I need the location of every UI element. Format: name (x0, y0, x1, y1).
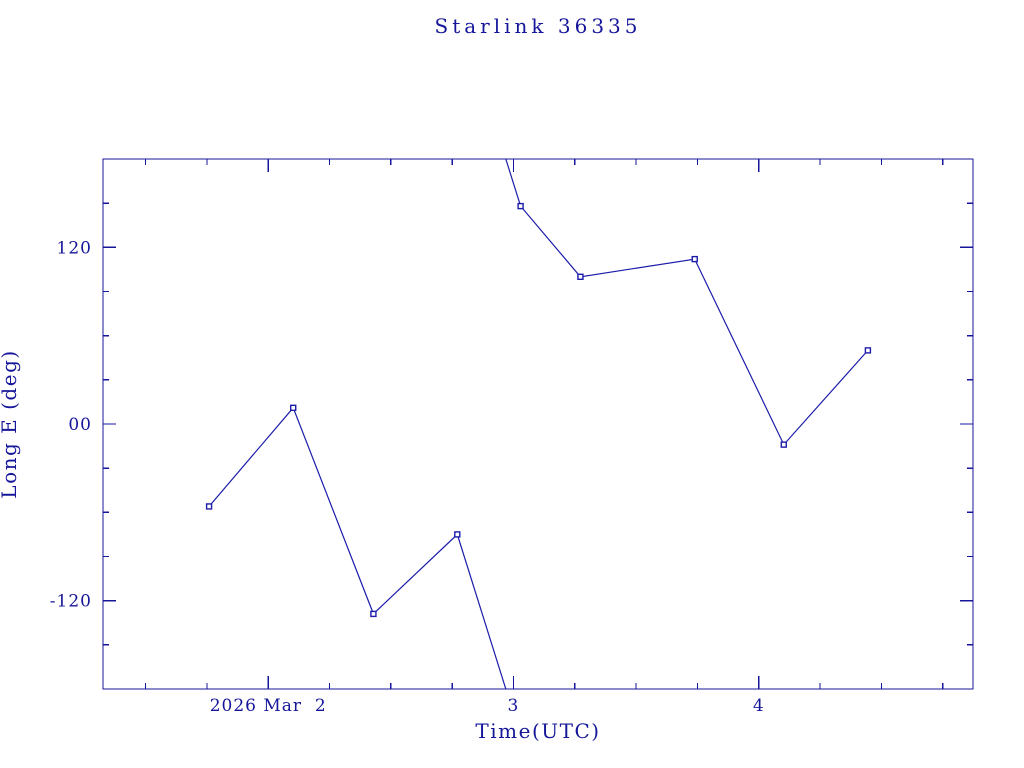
x-tick-label: 2026 Mar 2 (210, 696, 327, 716)
longitude-line-segment (208, 406, 507, 689)
data-point-marker (205, 503, 213, 510)
data-point-marker (454, 531, 461, 538)
data-point-marker (577, 273, 584, 280)
x-tick-label: 3 (508, 696, 520, 716)
data-point-marker (517, 202, 524, 210)
y-tick-label: -120 (50, 592, 92, 612)
data-point-marker (370, 610, 377, 618)
data-point-marker (864, 347, 872, 354)
x-axis-label: Time(UTC) (475, 719, 600, 743)
tick-labels: 2026 Mar 2 3 4 120 00 -120 (50, 238, 765, 716)
axes-frame (102, 158, 974, 690)
data-markers (205, 202, 872, 618)
data-point-marker (780, 441, 787, 448)
y-tick-label: 120 (57, 238, 92, 258)
longitude-line-segment (505, 159, 869, 446)
plot-frame (102, 158, 974, 690)
x-tick-label: 4 (753, 696, 765, 716)
data-series (208, 159, 869, 689)
data-point-marker (691, 255, 698, 263)
chart-title: Starlink 36335 (435, 14, 642, 38)
y-axis-label: Long E (deg) (0, 349, 21, 498)
y-tick-label: 00 (68, 415, 92, 435)
data-point-marker (290, 404, 297, 412)
